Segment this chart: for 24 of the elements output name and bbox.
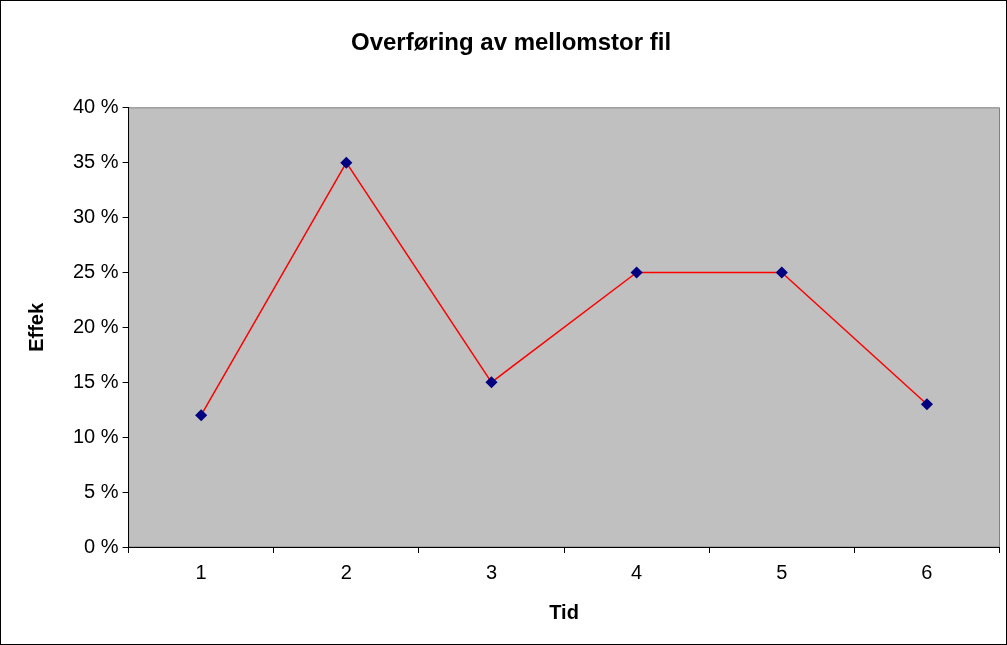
x-tick-label: 2 <box>340 560 352 583</box>
x-tick-label: 5 <box>776 560 788 583</box>
point <box>921 398 933 411</box>
x-tick-label: 6 <box>921 560 933 583</box>
y-tick-label: 5 % <box>84 479 119 502</box>
y-tick-label: 10 % <box>72 424 119 447</box>
point <box>485 376 498 389</box>
y-tick-label: 35 % <box>72 150 119 173</box>
point <box>630 266 643 279</box>
point <box>776 266 788 279</box>
point <box>340 156 353 169</box>
x-axis-title: Tid <box>549 600 579 623</box>
y-tick-label: 40 % <box>72 95 119 118</box>
x-tick-label: 4 <box>631 560 643 583</box>
chart-title: Overføring av mellomstor fil <box>350 28 672 56</box>
y-tick-label: 30 % <box>72 205 119 228</box>
y-tick-label: 20 % <box>72 314 119 337</box>
y-tick-label: 0 % <box>84 534 119 557</box>
x-tick-label: 3 <box>485 560 498 583</box>
x-tick-label: 1 <box>195 560 207 583</box>
y-tick-label: 15 % <box>72 369 119 392</box>
point <box>195 409 207 421</box>
y-tick-label: 25 % <box>72 260 119 283</box>
y-axis-title: Effek <box>24 302 47 352</box>
